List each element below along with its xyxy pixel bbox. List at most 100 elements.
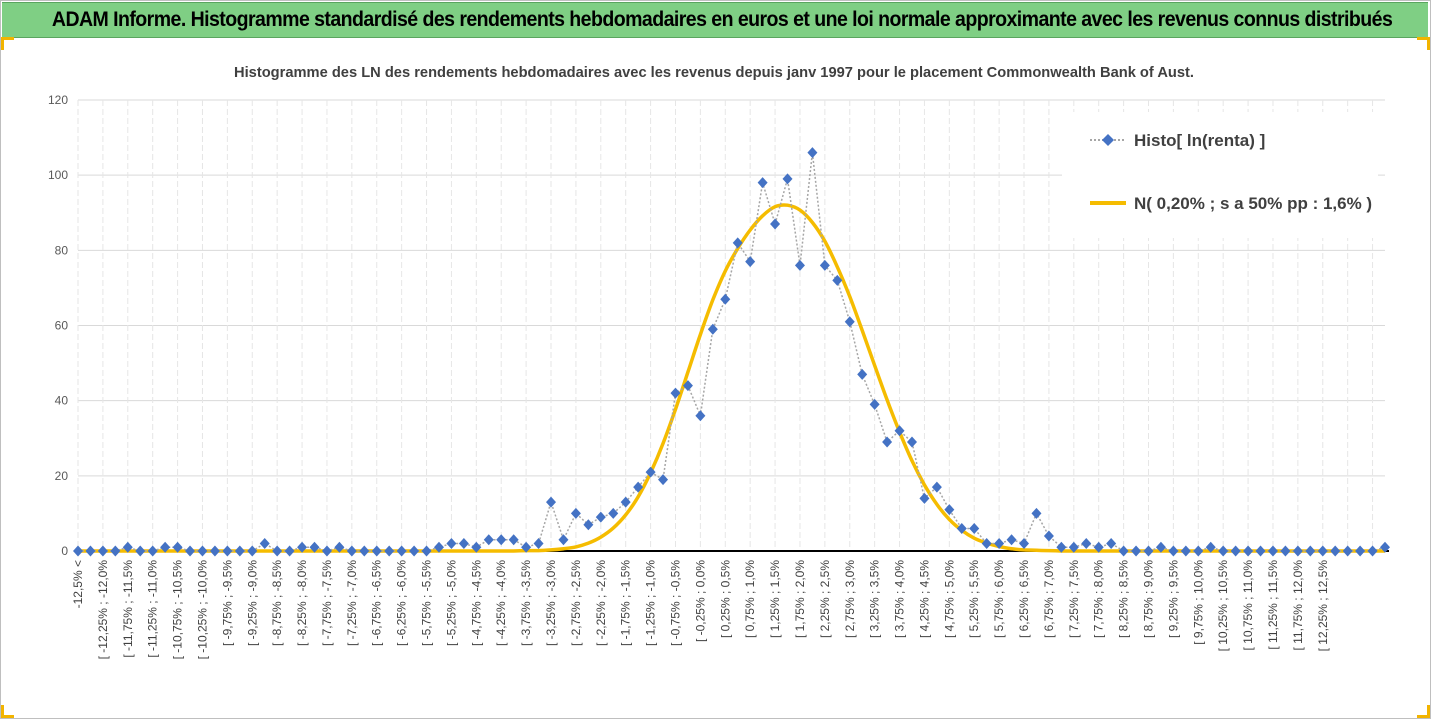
corner-accent-bottom-left — [1, 705, 14, 718]
histo-point — [658, 474, 669, 486]
histo-point — [1031, 507, 1042, 519]
histo-line — [78, 152, 1386, 552]
histo-point — [1106, 537, 1117, 549]
y-tick-label: 100 — [48, 168, 68, 182]
histo-point — [1367, 545, 1378, 557]
x-tick-label: [ -2,25% ; -2,0% — [594, 560, 608, 646]
histo-point — [346, 545, 357, 557]
histo-point — [409, 545, 420, 557]
x-tick-label: [ 9,25% ; 9,5% — [1166, 560, 1180, 638]
chart-title: Histogramme des LN des rendements hebdom… — [234, 64, 1194, 81]
histo-point — [670, 387, 681, 399]
x-tick-label: [ 3,75% ; 4,0% — [893, 560, 907, 638]
x-tick-label: [ 9,75% ; 10,0% — [1191, 560, 1205, 645]
x-tick-label: [ -0,25% ; 0,0% — [693, 560, 707, 642]
histo-point — [396, 545, 407, 557]
x-tick-label: [ -8,25% ; -8,0% — [295, 560, 309, 646]
histo-point — [259, 537, 270, 549]
histo-point — [1056, 541, 1067, 553]
histo-point — [595, 511, 606, 523]
x-tick-label: [ 11,25% ; 11,5% — [1266, 560, 1280, 650]
x-tick-label: -12,5% < — [71, 560, 85, 608]
histo-point — [309, 541, 320, 553]
histo-point — [1019, 537, 1030, 549]
x-tick-label: [ -8,75% ; -8,5% — [270, 560, 284, 646]
histo-point — [608, 507, 619, 519]
x-tick-label: [ 0,25% ; 0,5% — [718, 560, 732, 638]
histo-point — [533, 537, 544, 549]
x-tick-label: [ 3,25% ; 3,5% — [868, 560, 882, 638]
histo-point — [284, 545, 295, 557]
y-tick-label: 0 — [61, 544, 68, 558]
histo-point — [234, 545, 245, 557]
histo-point — [1317, 545, 1328, 557]
histo-point — [1305, 545, 1316, 557]
histo-point — [321, 545, 332, 557]
histo-point — [1255, 545, 1266, 557]
histo-point — [981, 537, 992, 549]
x-tick-label: [ -1,25% ; -1,0% — [644, 560, 658, 646]
histo-point — [446, 537, 457, 549]
histo-point — [471, 541, 482, 553]
histo-point — [869, 398, 880, 410]
x-tick-label: [ -5,25% ; -5,0% — [444, 560, 458, 646]
histo-point — [483, 534, 494, 546]
histo-point — [1342, 545, 1353, 557]
histo-point — [160, 541, 171, 553]
histo-point — [645, 466, 656, 478]
x-tick-label: [ -9,25% ; -9,0% — [245, 560, 259, 646]
corner-accent-top-right — [1417, 37, 1430, 50]
histo-point — [272, 545, 283, 557]
histo-point — [682, 380, 693, 392]
histo-point — [433, 541, 444, 553]
histo-point — [1143, 545, 1154, 557]
x-tick-label: [ -4,25% ; -4,0% — [494, 560, 508, 646]
x-tick-label: [ 12,25% ; 12,5% — [1316, 560, 1330, 652]
x-tick-label: [ -11,25% ; -11,0% — [146, 560, 160, 658]
histo-point — [558, 534, 569, 546]
histo-point — [135, 545, 146, 557]
corner-accent-bottom-right — [1417, 705, 1430, 718]
histo-point — [384, 545, 395, 557]
histo-point — [85, 545, 96, 557]
histo-point — [720, 293, 731, 305]
report-title: ADAM Informe. Histogramme standardisé de… — [51, 8, 1393, 31]
histo-point — [1380, 541, 1390, 553]
x-tick-label: [ 5,75% ; 6,0% — [992, 560, 1006, 638]
histo-point — [458, 537, 469, 549]
histo-point — [197, 545, 208, 557]
legend-histo-marker — [1102, 134, 1114, 146]
x-tick-label: [ -3,25% ; -3,0% — [544, 560, 558, 646]
histo-point — [882, 436, 893, 448]
x-tick-label: [ -11,75% ; -11,5% — [121, 560, 135, 658]
x-tick-label: [ -10,75% ; -10,5% — [171, 560, 185, 660]
y-tick-label: 80 — [55, 243, 69, 257]
histo-point — [583, 519, 594, 531]
histo-point — [1081, 537, 1092, 549]
x-tick-label: [ -0,75% ; -0,5% — [669, 560, 683, 646]
histo-point — [1218, 545, 1229, 557]
histo-point — [620, 496, 631, 508]
x-tick-label: [ -5,75% ; -5,5% — [420, 560, 434, 646]
histo-point — [297, 541, 308, 553]
histo-point — [508, 534, 519, 546]
histo-point — [956, 522, 967, 534]
x-tick-label: [ 6,25% ; 6,5% — [1017, 560, 1031, 638]
x-tick-label: [ 8,25% ; 8,5% — [1117, 560, 1131, 638]
histo-point — [1006, 534, 1017, 546]
histo-point — [1292, 545, 1303, 557]
histo-point — [1043, 530, 1054, 542]
y-tick-label: 40 — [55, 394, 69, 408]
histo-point — [359, 545, 370, 557]
x-tick-label: [ 1,75% ; 2,0% — [793, 560, 807, 638]
histo-point — [73, 545, 83, 557]
histo-point — [570, 507, 581, 519]
chart-legend: Histo[ ln(renta) ] N( 0,20% ; s a 50% pp… — [1062, 112, 1378, 238]
series-normal-curve — [78, 203, 1385, 553]
histo-point — [247, 545, 258, 557]
histo-point — [334, 541, 345, 553]
x-tick-label: [ 5,25% ; 5,5% — [967, 560, 981, 638]
x-tick-label: [ -6,75% ; -6,5% — [370, 560, 384, 646]
y-axis-labels: 0 20 40 60 80 100 120 — [48, 93, 68, 558]
histo-point — [1131, 545, 1142, 557]
